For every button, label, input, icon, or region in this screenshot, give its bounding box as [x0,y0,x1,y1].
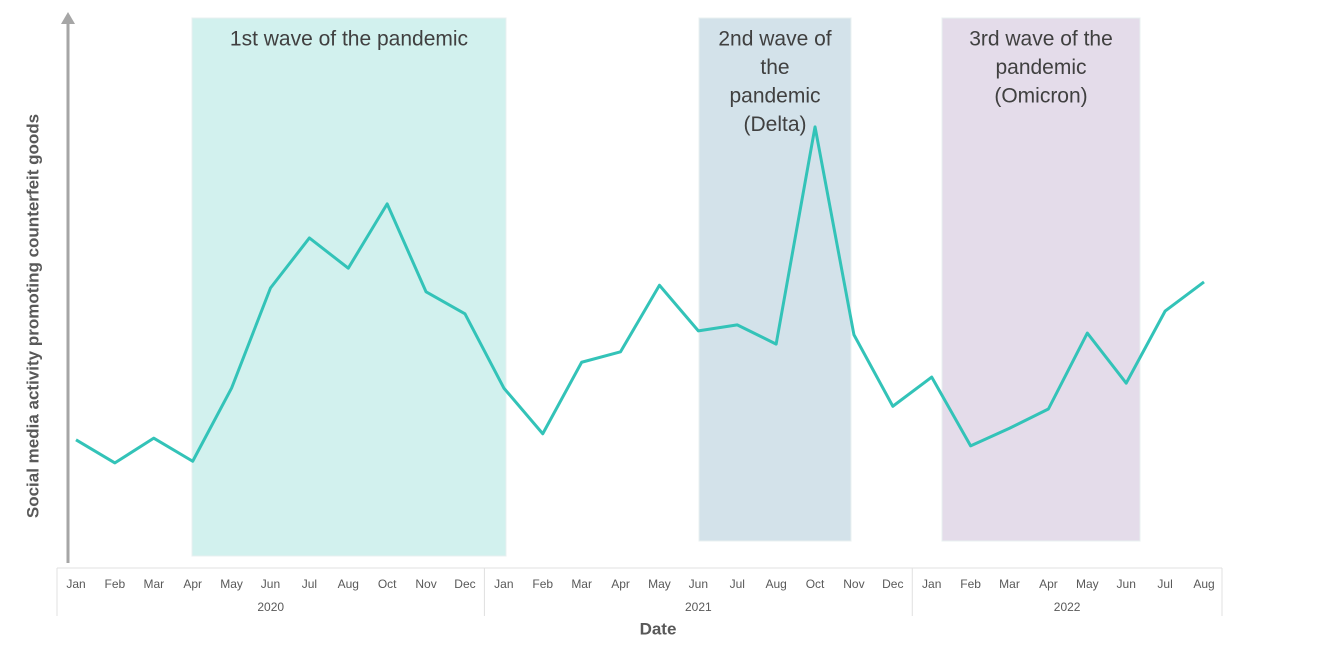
x-axis-label: Date [640,619,677,638]
x-tick-label: Apr [611,577,630,591]
x-tick-label: Oct [806,577,825,591]
x-tick-label: Aug [765,577,786,591]
x-tick-label: Jul [302,577,317,591]
x-tick-label: Dec [454,577,475,591]
x-tick-label: Nov [843,577,864,591]
x-tick-label: Mar [571,577,592,591]
bands: 1st wave of the pandemic 2nd wave of the pa… [191,17,1141,557]
x-tick-label: Feb [960,577,981,591]
year-label: 2021 [685,600,712,614]
wave-label: pandemic [729,85,820,108]
wave-band [191,17,507,557]
x-tick-label: Feb [532,577,553,591]
x-tick-label: Aug [338,577,359,591]
year-label: 2022 [1054,600,1081,614]
year-label: 2020 [257,600,284,614]
x-tick-label: Jun [1117,577,1136,591]
x-tick-label: Jun [689,577,708,591]
wave-label: (Omicron) [994,85,1087,108]
x-tick-label: Jul [1157,577,1172,591]
x-tick-label: May [220,577,243,591]
wave-label: 2nd wave of [718,28,831,51]
wave-label: the [760,56,789,79]
x-tick-label: Feb [105,577,126,591]
x-tick-label: Mar [999,577,1020,591]
wave-label: pandemic [995,56,1086,79]
wave-label: 3rd wave of the [969,28,1113,51]
wave-label: (Delta) [743,113,806,136]
x-tick-label: Nov [415,577,436,591]
y-axis-label: Social media activity promoting counterf… [23,114,42,518]
x-tick-label: Jun [261,577,280,591]
x-tick-label: Jan [66,577,85,591]
x-tick-label: Jul [730,577,745,591]
x-tick-label: Apr [1039,577,1058,591]
wave-label: 1st wave of the pandemic [230,28,468,51]
wave-band [941,17,1141,542]
x-tick-label: May [648,577,671,591]
wave-band [698,17,852,542]
y-axis-arrow [61,12,75,24]
x-tick-label: Dec [882,577,903,591]
x-tick-label: Aug [1193,577,1214,591]
x-tick-label: Apr [183,577,202,591]
x-tick-label: Jan [922,577,941,591]
data-line [75,125,1205,465]
x-tick-label: Oct [378,577,397,591]
x-tick-label: Mar [143,577,164,591]
x-tick-label: Jan [494,577,513,591]
x-tick-label: May [1076,577,1099,591]
